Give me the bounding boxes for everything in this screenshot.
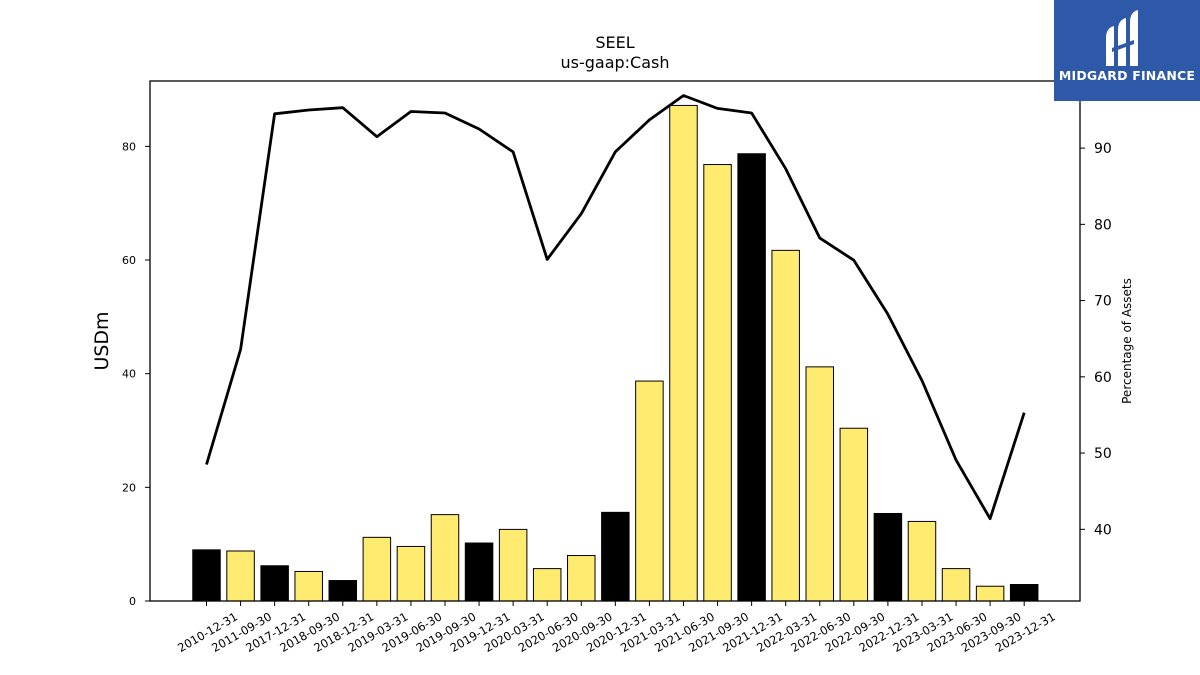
- y2-tick-label: 60: [1094, 370, 1112, 386]
- y2-tick-label: 80: [1094, 217, 1112, 233]
- bar-2019-03-31: [362, 536, 392, 602]
- y-tick-label: 0: [129, 595, 136, 608]
- brand-logo: MIDGARD FINANCE: [1054, 0, 1200, 101]
- y2-tick-label: 40: [1094, 522, 1112, 538]
- logo-mark-icon: [1106, 10, 1138, 66]
- bar-2021-09-30: [703, 164, 732, 602]
- bar-2022-03-31: [771, 249, 800, 602]
- bar-2018-12-31: [328, 580, 358, 602]
- y-tick-label: 60: [122, 254, 136, 267]
- bar-2022-09-30: [839, 427, 869, 602]
- bar-2010-12-31: [192, 549, 221, 602]
- y-axis-right: 40 50 60 70 80 90: [1080, 141, 1112, 538]
- bar-2023-06-30: [941, 568, 971, 602]
- bar-2023-03-31: [907, 520, 937, 602]
- bar-2022-12-31: [873, 512, 903, 602]
- bar-2019-12-31: [464, 542, 494, 602]
- bar-2019-09-30: [430, 514, 460, 602]
- bar-2017-12-31: [260, 565, 289, 602]
- y-axis-left: 0 20 40 60 80: [122, 140, 150, 608]
- y-tick-label: 80: [122, 140, 136, 153]
- chart-subtitle: us-gaap:Cash: [560, 53, 669, 72]
- logo-text: MIDGARD FINANCE: [1058, 68, 1196, 83]
- bar-2020-12-31: [601, 511, 630, 602]
- y2-tick-label: 70: [1094, 294, 1112, 310]
- y-tick-label: 40: [122, 368, 136, 381]
- bar-2021-03-31: [635, 380, 664, 602]
- bar-2023-12-31: [1009, 584, 1039, 602]
- y-tick-label: 20: [122, 481, 136, 494]
- bar-2020-03-31: [498, 528, 528, 602]
- percentage-line: [205, 94, 1026, 521]
- chart-title: SEEL: [595, 33, 634, 52]
- y2-tick-label: 50: [1094, 446, 1112, 462]
- bar-2022-06-30: [805, 366, 835, 602]
- bar-2021-06-30: [669, 104, 698, 602]
- bar-2020-06-30: [532, 568, 562, 602]
- line-series: [205, 94, 1026, 521]
- y-axis-label: USDm: [91, 311, 113, 370]
- bar-2021-12-31: [737, 153, 766, 602]
- bar-2023-09-30: [975, 585, 1005, 602]
- y2-axis-label: Percentage of Assets: [1120, 278, 1134, 404]
- bar-2018-09-30: [294, 570, 323, 602]
- bar-series: [192, 104, 1039, 602]
- bar-2011-09-30: [226, 550, 255, 602]
- bar-2020-09-30: [567, 555, 596, 602]
- y2-tick-label: 90: [1094, 141, 1112, 157]
- bar-2019-06-30: [396, 545, 426, 602]
- x-axis: 2010-12-312011-09-302017-12-312018-09-30…: [175, 601, 1058, 655]
